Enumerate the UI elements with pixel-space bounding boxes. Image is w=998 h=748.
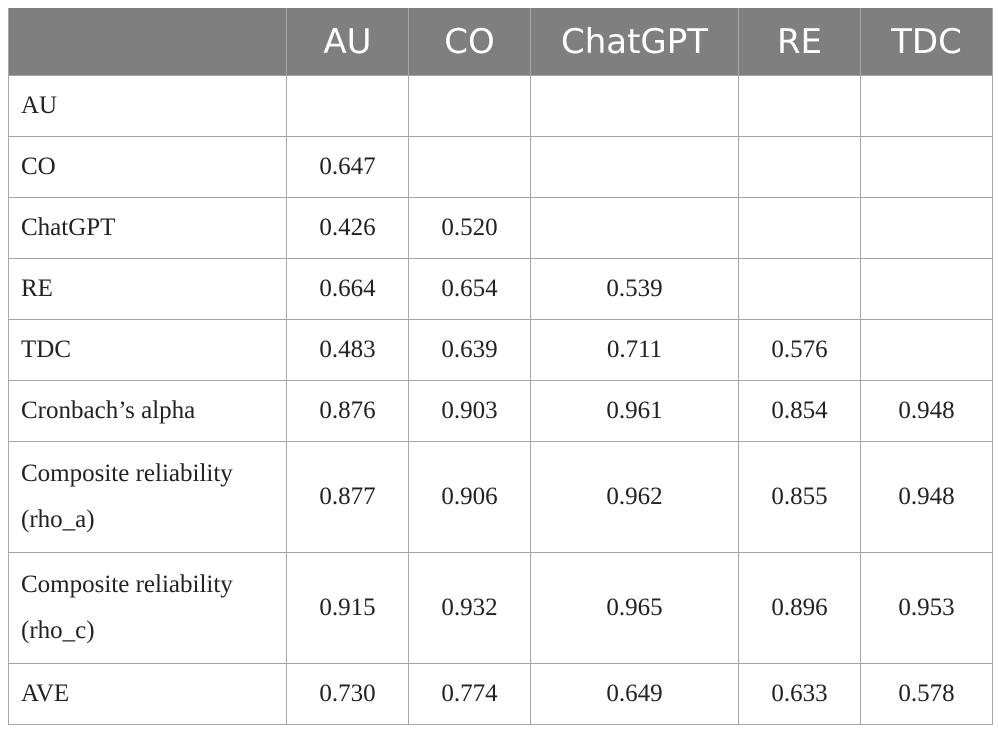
table-cell: 0.906 — [408, 441, 531, 553]
table-row: Composite reliability (rho_c) 0.915 0.93… — [8, 552, 993, 664]
table-cell: 0.903 — [408, 380, 531, 442]
header-cell-re: RE — [738, 8, 861, 76]
table-cell — [530, 197, 739, 259]
table-cell: 0.854 — [738, 380, 861, 442]
row-label: ChatGPT — [8, 197, 287, 259]
table-cell: 0.915 — [286, 552, 409, 664]
table-cell — [738, 258, 861, 320]
table-cell: 0.426 — [286, 197, 409, 259]
table-row: Composite reliability (rho_a) 0.877 0.90… — [8, 441, 993, 553]
table-cell: 0.961 — [530, 380, 739, 442]
table-cell: 0.647 — [286, 136, 409, 198]
row-label: Composite reliability (rho_c) — [8, 552, 287, 664]
table-cell — [860, 197, 993, 259]
row-label: AU — [8, 75, 287, 137]
table-row: AVE 0.730 0.774 0.649 0.633 0.578 — [8, 663, 993, 725]
table-cell — [530, 75, 739, 137]
table-cell: 0.962 — [530, 441, 739, 553]
row-label: Composite reliability (rho_a) — [8, 441, 287, 553]
header-cell-corner — [8, 8, 287, 76]
table-cell: 0.649 — [530, 663, 739, 725]
table-cell: 0.664 — [286, 258, 409, 320]
header-cell-chatgpt: ChatGPT — [530, 8, 739, 76]
table-cell — [530, 136, 739, 198]
row-label: CO — [8, 136, 287, 198]
table-cell: 0.633 — [738, 663, 861, 725]
table-cell — [860, 319, 993, 381]
table-cell — [408, 75, 531, 137]
table-row: AU — [8, 75, 993, 137]
table-cell: 0.953 — [860, 552, 993, 664]
table-cell — [860, 75, 993, 137]
table-cell: 0.639 — [408, 319, 531, 381]
table-cell — [738, 75, 861, 137]
table-row: Cronbach’s alpha 0.876 0.903 0.961 0.854… — [8, 380, 993, 442]
table-cell: 0.932 — [408, 552, 531, 664]
table-cell — [738, 197, 861, 259]
table-cell: 0.965 — [530, 552, 739, 664]
table-cell: 0.948 — [860, 380, 993, 442]
table-cell: 0.576 — [738, 319, 861, 381]
table-cell: 0.539 — [530, 258, 739, 320]
header-cell-co: CO — [408, 8, 531, 76]
row-label: RE — [8, 258, 287, 320]
table-cell: 0.876 — [286, 380, 409, 442]
table-row: TDC 0.483 0.639 0.711 0.576 — [8, 319, 993, 381]
row-label: Cronbach’s alpha — [8, 380, 287, 442]
table-cell: 0.896 — [738, 552, 861, 664]
header-cell-tdc: TDC — [860, 8, 993, 76]
table-cell: 0.877 — [286, 441, 409, 553]
table-cell — [860, 258, 993, 320]
table-row: ChatGPT 0.426 0.520 — [8, 197, 993, 259]
table-cell: 0.520 — [408, 197, 531, 259]
table-cell — [860, 136, 993, 198]
reliability-table: AU CO ChatGPT RE TDC AU CO 0.647 ChatGPT… — [8, 8, 993, 725]
table-cell — [286, 75, 409, 137]
table-cell: 0.654 — [408, 258, 531, 320]
table-cell — [408, 136, 531, 198]
table-cell: 0.730 — [286, 663, 409, 725]
table-cell: 0.774 — [408, 663, 531, 725]
table-cell: 0.578 — [860, 663, 993, 725]
table-cell: 0.948 — [860, 441, 993, 553]
table-row: RE 0.664 0.654 0.539 — [8, 258, 993, 320]
table-cell — [738, 136, 861, 198]
row-label: TDC — [8, 319, 287, 381]
table-cell: 0.855 — [738, 441, 861, 553]
table-row: CO 0.647 — [8, 136, 993, 198]
table-cell: 0.483 — [286, 319, 409, 381]
header-row: AU CO ChatGPT RE TDC — [8, 8, 993, 76]
row-label: AVE — [8, 663, 287, 725]
table-cell: 0.711 — [530, 319, 739, 381]
header-cell-au: AU — [286, 8, 409, 76]
